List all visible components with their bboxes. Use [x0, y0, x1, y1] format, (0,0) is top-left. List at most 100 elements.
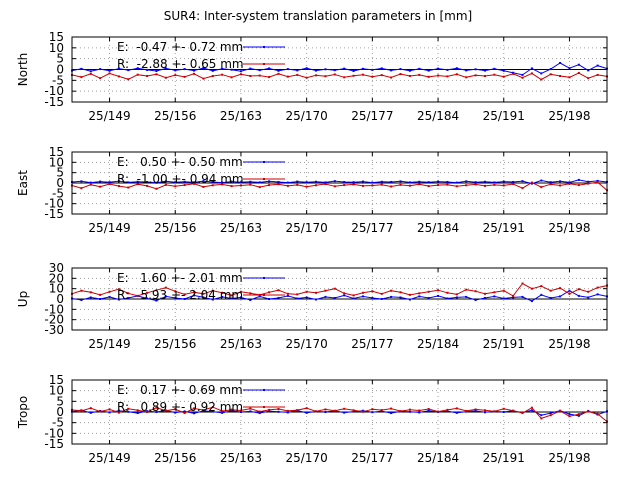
data-point-e: [221, 295, 224, 298]
data-point-r: [333, 287, 336, 290]
data-point-r: [493, 291, 496, 294]
data-point-r: [99, 185, 102, 188]
data-point-r: [315, 291, 318, 294]
data-point-e: [446, 297, 449, 300]
chart-title: SUR4: Inter-system translation parameter…: [164, 9, 472, 23]
legend-label-r: R: 5.93 +- 2.04 mm: [117, 288, 243, 302]
data-point-r: [418, 183, 421, 186]
data-point-e: [361, 295, 364, 298]
data-point-e: [80, 299, 83, 302]
data-point-r: [174, 290, 177, 293]
data-point-e: [315, 69, 318, 72]
data-point-r: [146, 411, 149, 413]
data-point-r: [324, 183, 327, 186]
data-point-r: [277, 408, 280, 411]
data-point-e: [174, 411, 177, 414]
data-point-r: [249, 407, 252, 410]
data-point-r: [239, 73, 242, 76]
y-tick-label: 0: [56, 63, 64, 77]
data-point-r: [380, 292, 383, 295]
data-point-r: [183, 293, 186, 296]
data-point-e: [211, 180, 214, 183]
data-point-e: [408, 298, 411, 301]
data-point-r: [549, 289, 552, 292]
data-point-e: [164, 67, 167, 70]
data-point-r: [211, 75, 214, 77]
data-point-e: [99, 298, 102, 300]
data-point-r: [230, 76, 233, 79]
x-tick-label: 25/156: [154, 221, 196, 235]
y-axis-label: North: [16, 53, 30, 87]
data-point-e: [343, 180, 346, 183]
data-point-r: [80, 76, 83, 79]
data-point-r: [99, 293, 102, 296]
y-axis-label: Up: [16, 291, 30, 307]
data-point-r: [211, 406, 214, 409]
data-point-r: [521, 76, 524, 79]
data-point-r: [502, 407, 505, 410]
data-point-r: [465, 76, 468, 79]
data-point-e: [493, 67, 496, 70]
data-point-e: [521, 180, 524, 183]
data-point-r: [127, 292, 130, 295]
data-point-r: [493, 73, 496, 76]
data-point-e: [286, 68, 289, 71]
y-tick-label: 10: [49, 384, 64, 398]
data-point-e: [596, 293, 599, 296]
data-point-r: [596, 181, 599, 184]
data-point-r: [333, 73, 336, 76]
data-point-r: [286, 409, 289, 412]
data-point-e: [268, 67, 271, 70]
data-point-r: [540, 285, 543, 288]
data-point-e: [427, 181, 430, 184]
data-point-e: [521, 295, 524, 298]
y-tick-label: 20: [49, 271, 64, 285]
y-tick-label: -30: [44, 323, 64, 337]
legend-label-r: R: -2.88 +- 0.65 mm: [117, 57, 244, 71]
data-point-r: [455, 293, 458, 296]
plot-frame: [71, 267, 608, 331]
data-point-r: [577, 184, 580, 187]
data-point-r: [352, 74, 355, 77]
data-point-r: [99, 410, 102, 413]
data-point-r: [136, 294, 139, 297]
data-point-e: [333, 180, 336, 183]
data-point-r: [164, 286, 167, 289]
data-point-e: [399, 180, 402, 183]
data-point-e: [568, 181, 571, 184]
data-point-e: [502, 180, 505, 183]
data-point-e: [549, 68, 552, 71]
x-tick-label: 25/170: [286, 451, 328, 465]
data-point-r: [127, 407, 130, 410]
y-axis-label: East: [16, 170, 30, 196]
x-tick-label: 25/149: [88, 221, 130, 235]
data-point-e: [380, 180, 383, 183]
data-point-e: [136, 412, 139, 415]
y-tick-label: -10: [44, 197, 64, 211]
data-point-r: [117, 185, 120, 188]
data-point-r: [136, 73, 139, 76]
data-point-e: [211, 298, 214, 301]
series-line-r: [71, 406, 608, 422]
data-point-r: [474, 74, 477, 77]
data-point-e: [361, 409, 364, 412]
data-point-r: [164, 409, 167, 412]
data-point-e: [540, 293, 543, 296]
y-tick-label: -5: [52, 186, 64, 200]
data-point-r: [277, 289, 280, 292]
data-point-e: [174, 181, 177, 184]
data-point-r: [587, 182, 590, 185]
legend-marker: [263, 294, 265, 296]
x-tick-label: 25/198: [548, 337, 590, 351]
data-point-r: [371, 184, 374, 187]
data-point-e: [512, 296, 515, 299]
data-point-r: [305, 290, 308, 293]
y-tick-label: 10: [49, 155, 64, 169]
data-point-r: [249, 292, 252, 295]
y-tick-label: -10: [44, 302, 64, 316]
data-point-r: [80, 187, 83, 190]
data-point-e: [202, 296, 205, 299]
data-point-e: [277, 410, 280, 413]
data-point-r: [296, 183, 299, 186]
